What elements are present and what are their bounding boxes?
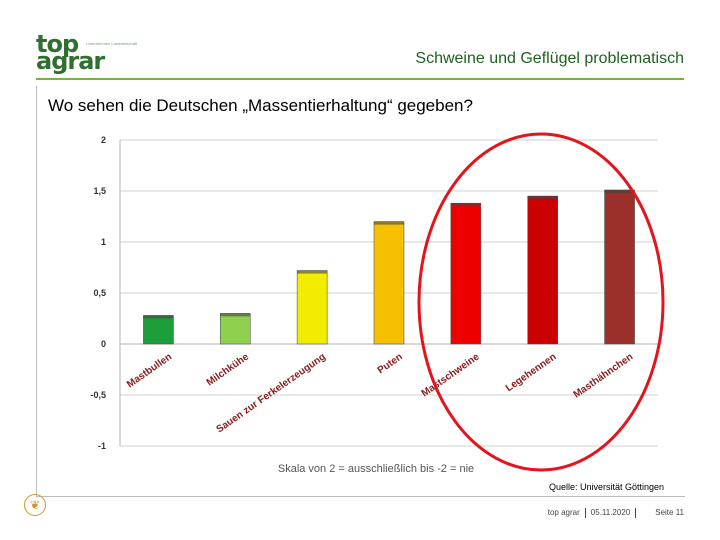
x-axis-label: Skala von 2 = ausschließlich bis -2 = ni… xyxy=(278,463,474,475)
footer-brand: top agrar xyxy=(547,508,580,518)
logo-line-agrar: agrar xyxy=(36,47,105,75)
y-tick-label: 1 xyxy=(101,237,106,247)
top-agrar-logo: top agrar Unternehmen Landwirtschaft xyxy=(36,30,137,75)
slide-title: Schweine und Geflügel problematisch xyxy=(415,50,684,67)
y-tick-label: 0,5 xyxy=(93,288,106,298)
question-heading: Wo sehen die Deutschen „Massentierhaltun… xyxy=(48,96,473,115)
wheat-emblem-icon: ❦ xyxy=(24,494,46,516)
content-frame xyxy=(36,86,685,497)
footer-separator xyxy=(584,508,586,518)
y-tick-label: -0,5 xyxy=(90,390,106,400)
footer: top agrar 05.11.2020 Seite 11 xyxy=(548,508,684,518)
bar-cap xyxy=(527,196,558,200)
bar xyxy=(296,270,328,345)
footer-date: 05.11.2020 xyxy=(590,508,631,518)
bar xyxy=(450,202,482,345)
y-tick-label: 0 xyxy=(101,339,106,349)
bar-cap xyxy=(143,315,174,319)
bar-cap xyxy=(374,221,404,225)
bar-cap xyxy=(450,203,481,207)
bar-cap xyxy=(604,189,635,193)
highlight-ellipse xyxy=(417,132,665,472)
source-note: Quelle: Universität Göttingen xyxy=(548,482,664,492)
bar xyxy=(143,315,174,345)
x-tick-label: Milchkühe xyxy=(205,351,252,388)
x-tick-label: Legehennen xyxy=(504,351,559,394)
logo-line-top: top xyxy=(36,30,79,58)
y-tick-label: 2 xyxy=(101,135,106,145)
logo-tagline: Unternehmen Landwirtschaft xyxy=(86,41,138,46)
bar-cap xyxy=(297,270,328,274)
x-tick-label: Mastbullen xyxy=(125,351,174,390)
x-tick-label: Masthähnchen xyxy=(572,351,636,400)
x-tick-label: Mastschweine xyxy=(420,351,482,399)
footer-separator xyxy=(635,508,637,518)
footer-page: Seite 11 xyxy=(655,508,684,518)
bar xyxy=(604,189,635,345)
header-divider xyxy=(36,78,684,80)
x-tick-label: Puten xyxy=(376,351,405,376)
y-tick-label: -1 xyxy=(98,441,106,451)
bar xyxy=(527,195,559,345)
y-tick-label: 1,5 xyxy=(93,186,106,196)
bar xyxy=(373,221,405,345)
bar-cap xyxy=(220,313,251,317)
bar xyxy=(219,313,251,345)
